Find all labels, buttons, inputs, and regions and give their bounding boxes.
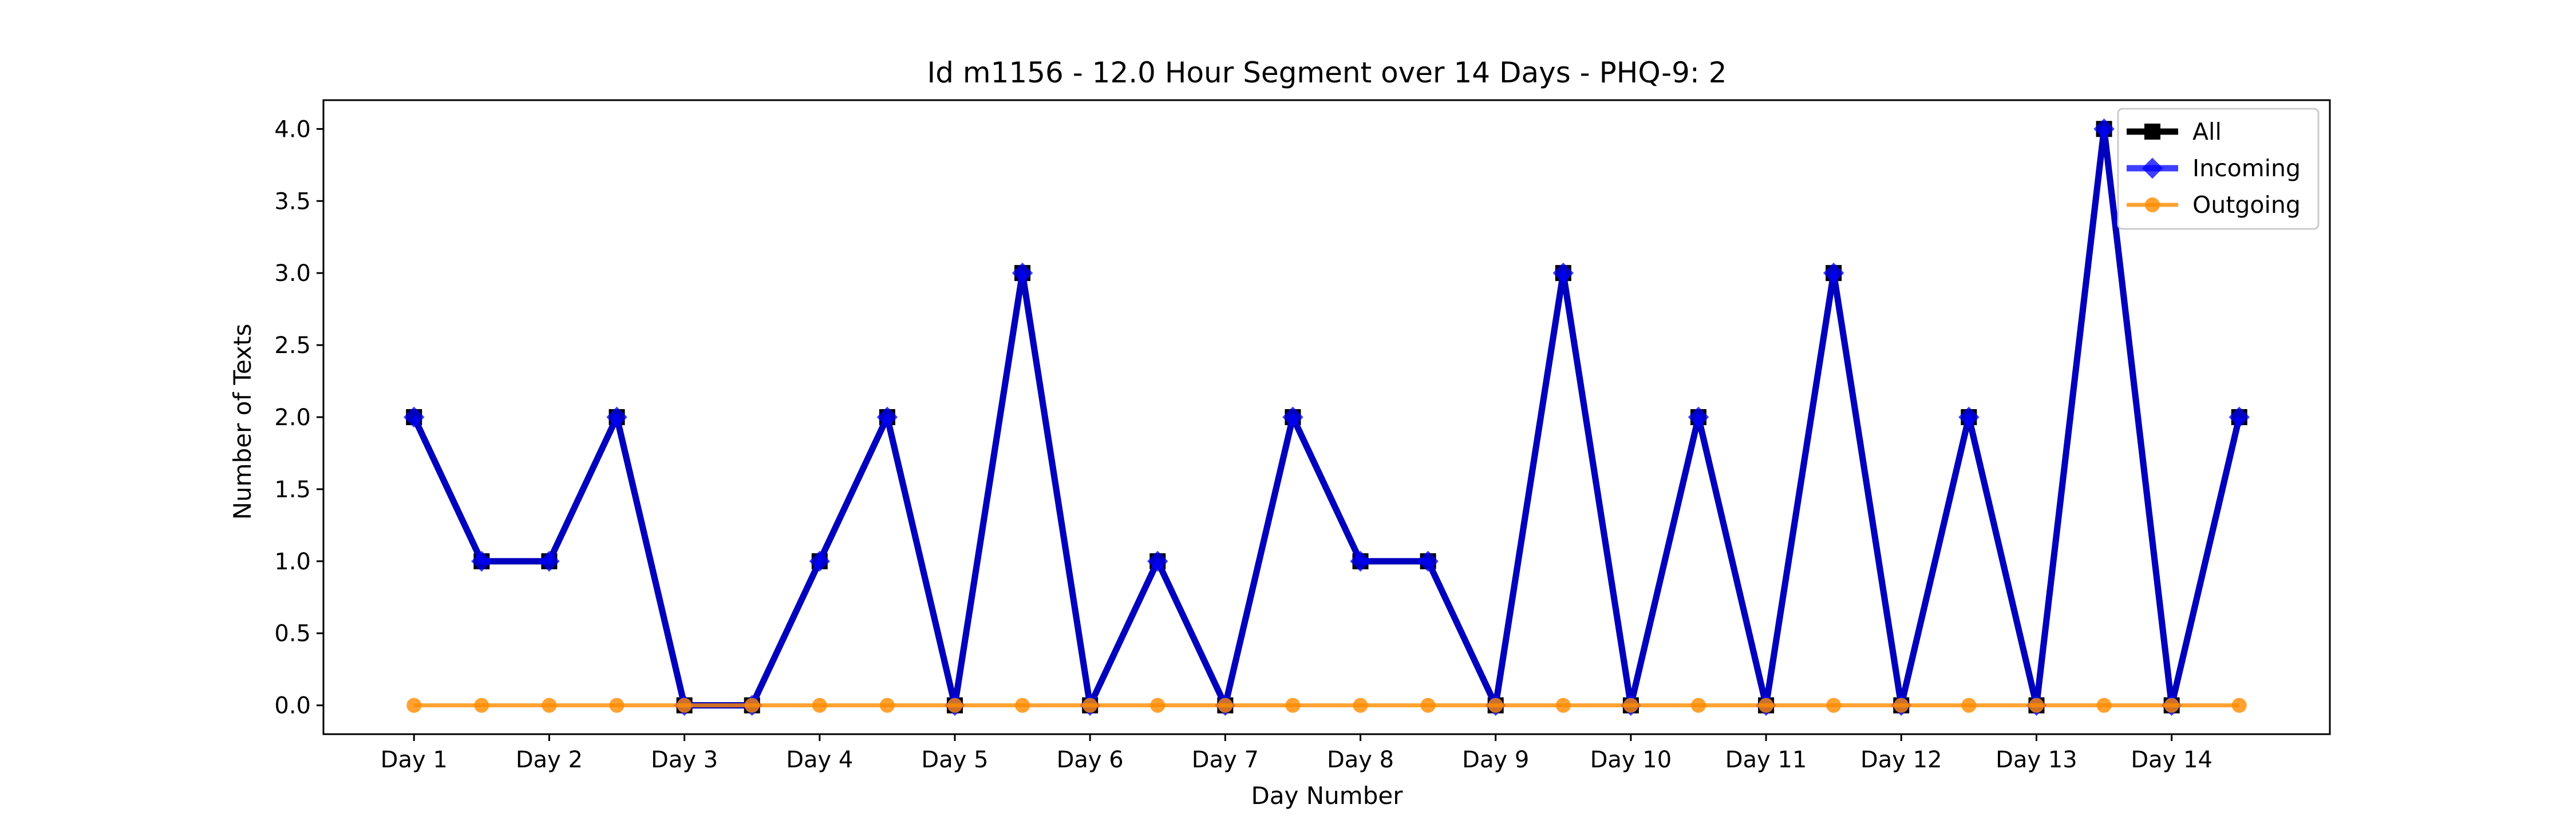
legend: All Incoming Outgoing <box>2117 108 2320 230</box>
legend-label-all: All <box>2192 118 2222 145</box>
data-point-outgoing <box>1759 698 1774 713</box>
data-point-incoming <box>1147 550 1168 572</box>
data-point-outgoing <box>1488 698 1503 713</box>
data-point-incoming <box>471 550 492 572</box>
data-point-incoming <box>539 550 560 572</box>
data-point-outgoing <box>1150 698 1165 713</box>
data-point-outgoing <box>812 698 827 713</box>
data-point-incoming <box>1350 550 1371 572</box>
data-point-incoming <box>809 550 831 572</box>
data-point-incoming <box>1282 406 1303 428</box>
data-point-outgoing <box>1894 698 1909 713</box>
y-tick-label: 2.5 <box>274 332 311 359</box>
data-point-outgoing <box>1691 698 1706 713</box>
data-point-outgoing <box>1961 698 1977 713</box>
x-tick-label: Day 6 <box>1057 747 1124 773</box>
data-point-outgoing <box>1623 698 1638 713</box>
data-point-incoming <box>2229 406 2250 428</box>
y-tick-label: 0.0 <box>274 693 311 719</box>
y-tick-label: 1.5 <box>274 477 311 503</box>
data-point-outgoing <box>1353 698 1368 713</box>
y-tick-label: 0.5 <box>274 621 311 647</box>
data-point-outgoing <box>474 698 489 713</box>
plot-area: 0.0 0.5 1.0 1.5 2.0 2.5 3.0 3.5 4.0 Day 1 Day 2 Day… <box>274 99 2331 773</box>
data-point-incoming <box>1012 262 1033 284</box>
x-tick-label: Day 11 <box>1725 747 1807 773</box>
data-point-outgoing <box>2096 698 2112 713</box>
data-point-incoming <box>1958 406 1980 428</box>
x-tick-label: Day 8 <box>1327 747 1394 773</box>
legend-marker-incoming <box>2142 157 2163 179</box>
data-point-outgoing <box>609 698 625 713</box>
data-point-outgoing <box>744 698 760 713</box>
y-tick-label: 2.0 <box>274 405 311 431</box>
data-point-incoming <box>1688 406 1709 428</box>
x-tick-label: Day 14 <box>2131 747 2212 773</box>
legend-label-outgoing: Outgoing <box>2192 191 2301 219</box>
y-tick-label: 4.0 <box>274 116 311 142</box>
data-point-outgoing <box>1826 698 1842 713</box>
x-tick-label: Day 13 <box>1996 747 2077 773</box>
legend-label-incoming: Incoming <box>2192 154 2301 182</box>
data-point-incoming <box>1823 262 1844 284</box>
data-point-outgoing <box>2164 698 2179 713</box>
data-point-outgoing <box>2231 698 2247 713</box>
x-tick-label: Day 10 <box>1590 747 1672 773</box>
data-point-outgoing <box>1218 698 1233 713</box>
data-point-outgoing <box>947 698 962 713</box>
x-tick-label: Day 4 <box>786 747 853 773</box>
data-point-incoming <box>403 406 425 428</box>
legend-marker-outgoing <box>2145 197 2160 212</box>
data-point-incoming <box>1417 550 1439 572</box>
y-tick-label: 3.5 <box>274 188 311 215</box>
data-point-incoming <box>1552 262 1574 284</box>
data-point-incoming <box>606 406 627 428</box>
x-tick-label: Day 1 <box>381 747 448 773</box>
data-point-outgoing <box>1420 698 1436 713</box>
x-tick-label: Day 12 <box>1860 747 1942 773</box>
data-point-incoming <box>876 406 898 428</box>
y-tick-label: 3.0 <box>274 260 311 287</box>
data-point-incoming <box>2093 118 2115 140</box>
x-tick-label: Day 3 <box>651 747 718 773</box>
data-point-outgoing <box>406 698 422 713</box>
data-point-outgoing <box>1015 698 1030 713</box>
data-point-outgoing <box>879 698 895 713</box>
chart-title: Id m1156 - 12.0 Hour Segment over 14 Day… <box>927 56 1726 89</box>
y-tick-label: 1.0 <box>274 549 311 575</box>
x-tick-label: Day 9 <box>1462 747 1529 773</box>
data-point-outgoing <box>2029 698 2044 713</box>
x-axis-label: Day Number <box>1251 782 1403 810</box>
x-tick-label: Day 5 <box>921 747 988 773</box>
y-axis-label: Number of Texts <box>228 324 256 520</box>
data-point-outgoing <box>1285 698 1301 713</box>
x-tick-label: Day 7 <box>1192 747 1259 773</box>
series-markers-outgoing <box>406 698 2247 713</box>
legend-box <box>2117 108 2320 230</box>
data-point-outgoing <box>677 698 692 713</box>
x-tick-label: Day 2 <box>516 747 583 773</box>
data-point-outgoing <box>1082 698 1098 713</box>
legend-marker-all <box>2144 124 2160 140</box>
data-point-outgoing <box>1555 698 1571 713</box>
data-point-outgoing <box>542 698 557 713</box>
